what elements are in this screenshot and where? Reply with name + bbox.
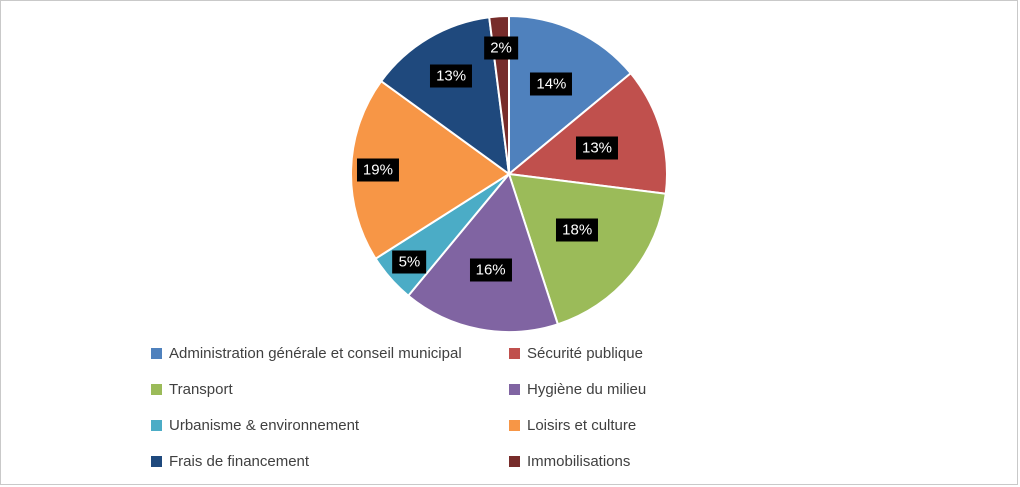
legend-item-7: Immobilisations [509,450,867,473]
legend-label: Immobilisations [527,453,631,470]
legend-item-0: Administration générale et conseil munic… [151,342,509,365]
legend-label: Loisirs et culture [527,417,637,434]
data-label-1: 13% [575,136,619,160]
legend-swatch-icon [509,456,520,467]
legend-label: Urbanisme & environnement [169,417,360,434]
legend-swatch-icon [151,456,162,467]
legend-label: Hygiène du milieu [527,381,647,398]
data-label-2: 18% [556,218,599,242]
data-label-4: 5% [392,250,427,274]
pie-slice-2 [507,172,667,326]
legend-item-2: Transport [151,378,509,401]
pie-slice-6 [379,16,511,177]
pie-slice-3 [406,171,560,333]
legend-label: Sécurité publique [527,345,643,362]
legend-swatch-icon [151,348,162,359]
legend-label: Administration générale et conseil munic… [169,345,462,362]
legend-item-6: Frais de financement [151,450,509,473]
legend-label: Frais de financement [169,453,310,470]
legend-swatch-icon [151,420,162,431]
legend-swatch-icon [509,348,520,359]
data-label-7: 2% [484,36,518,60]
data-label-0: 14% [530,72,573,96]
data-label-3: 16% [469,258,512,282]
legend-swatch-icon [509,420,520,431]
legend: Administration générale et conseil munic… [151,342,867,473]
data-label-5: 19% [356,158,399,182]
pie-slice-1 [506,71,668,195]
legend-swatch-icon [151,384,162,395]
legend-label: Transport [169,381,233,398]
legend-swatch-icon [509,384,520,395]
legend-item-1: Sécurité publique [509,342,867,365]
legend-item-5: Loisirs et culture [509,414,867,437]
pie-slice-5 [350,79,511,261]
legend-item-4: Urbanisme & environnement [151,414,509,437]
data-label-6: 13% [430,64,473,88]
legend-item-3: Hygiène du milieu [509,378,867,401]
